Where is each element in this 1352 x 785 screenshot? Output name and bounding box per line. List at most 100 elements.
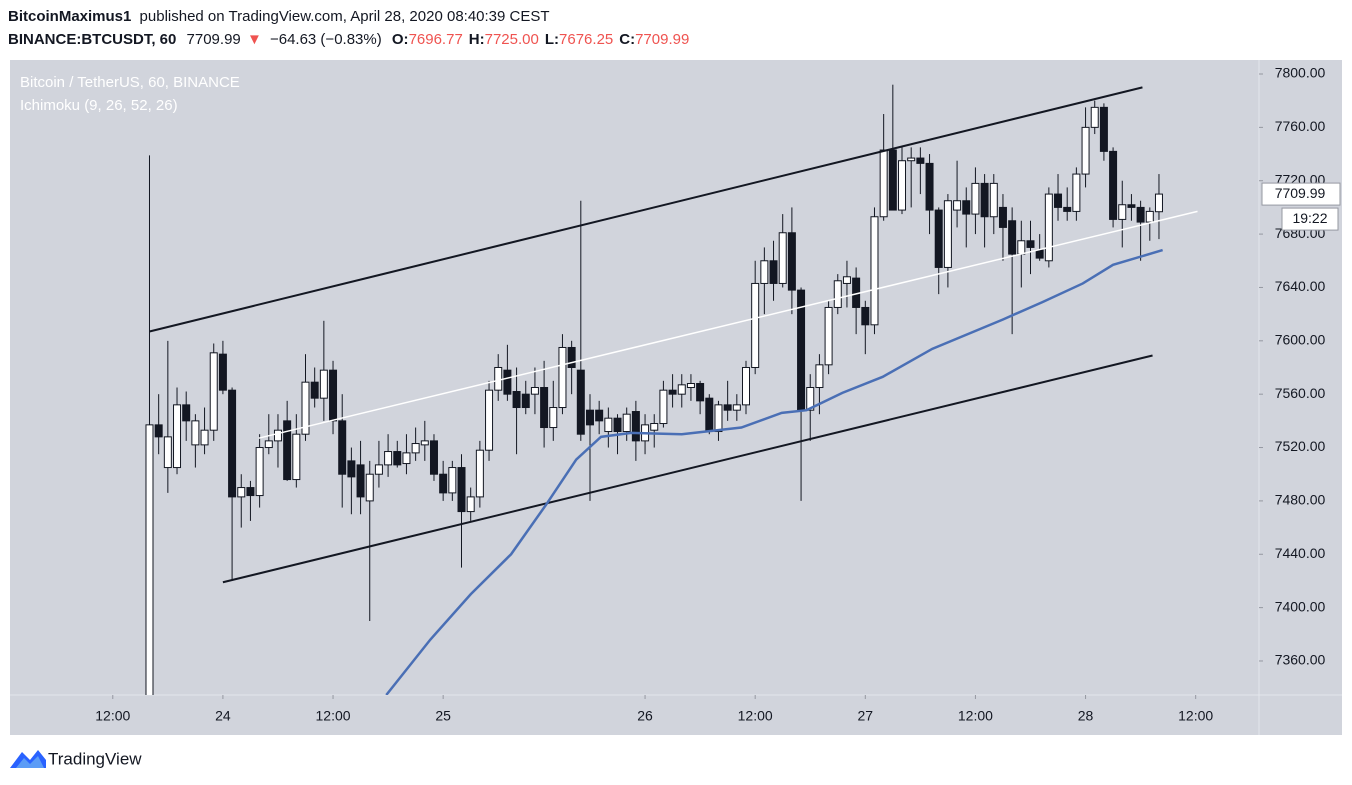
quote-line: BINANCE:BTCUSDT, 60 7709.99 ▼ −64.63 (−0… <box>8 31 689 48</box>
candle-body <box>485 389 494 451</box>
y-tick-label: 7480.00 <box>1275 492 1326 508</box>
candle-body <box>815 364 824 389</box>
candle-body <box>209 352 218 431</box>
candle-body <box>971 182 980 215</box>
candle-body <box>512 391 521 409</box>
candle-body <box>567 346 576 368</box>
candle-body <box>1072 173 1081 212</box>
candle-body <box>1109 150 1118 220</box>
x-tick-label: 12:00 <box>316 708 351 724</box>
candle-body <box>558 346 567 409</box>
candle-body <box>1035 249 1044 259</box>
candle-body <box>824 306 833 366</box>
candle-body <box>347 460 356 478</box>
candle-body <box>310 381 319 399</box>
published: published on TradingView.com, April 28, … <box>140 8 550 25</box>
candle-body <box>429 440 438 475</box>
candle-body <box>1090 106 1099 128</box>
x-tick-label: 28 <box>1078 708 1094 724</box>
x-tick-label: 24 <box>215 708 231 724</box>
candle-body <box>1127 204 1136 208</box>
candle-body <box>521 393 530 409</box>
candle-body <box>916 157 925 164</box>
candle-body <box>989 182 998 218</box>
candle-body <box>402 452 411 465</box>
candle-body <box>384 451 393 466</box>
candle-body <box>448 467 457 494</box>
candle-body <box>255 447 264 497</box>
candle-body <box>585 409 594 426</box>
candle-body <box>466 496 475 513</box>
candle-body <box>475 449 484 498</box>
candle-body <box>365 473 374 502</box>
candle-body <box>1017 240 1026 255</box>
candle-body <box>650 423 659 431</box>
candle-body <box>604 417 613 433</box>
candle-body <box>696 383 705 402</box>
candle-body <box>273 429 282 442</box>
candle-body <box>879 149 888 218</box>
y-tick-label: 7640.00 <box>1275 278 1326 294</box>
x-tick-label: 12:00 <box>1178 708 1213 724</box>
indicator-label: Ichimoku (9, 26, 52, 26) <box>20 97 178 114</box>
candle-body <box>898 160 907 211</box>
candle-body <box>925 162 934 211</box>
ohlc-value: 7676.25 <box>559 31 613 48</box>
trend-line <box>222 354 1153 584</box>
y-tick-label: 7560.00 <box>1275 385 1326 401</box>
candle-body <box>1044 193 1053 262</box>
ohlc-label: O: <box>392 31 409 48</box>
plot-area <box>145 84 1198 695</box>
y-tick-label: 7760.00 <box>1275 118 1326 134</box>
candle-body <box>769 260 778 284</box>
candle-body <box>329 369 338 422</box>
candle-body <box>503 369 512 395</box>
candle-body <box>1136 206 1145 223</box>
y-tick-label: 7360.00 <box>1275 652 1326 668</box>
candle-body <box>319 369 328 399</box>
x-tick-label: 25 <box>435 708 451 724</box>
candle-body <box>393 451 402 466</box>
y-tick-label: 7400.00 <box>1275 598 1326 614</box>
ohlc-value: 7709.99 <box>635 31 689 48</box>
candle-body <box>907 157 916 162</box>
candle-body <box>1081 126 1090 175</box>
candle-body <box>301 381 310 435</box>
x-tick-label: 27 <box>858 708 874 724</box>
y-tick-label: 7600.00 <box>1275 332 1326 348</box>
candle-body <box>420 440 429 446</box>
chart-title: Bitcoin / TetherUS, 60, BINANCE <box>20 74 240 91</box>
trend-line <box>258 210 1198 439</box>
candle-body <box>292 433 301 481</box>
candle-body <box>1118 204 1127 220</box>
countdown-box <box>1281 207 1339 231</box>
footer-logo <box>10 750 46 768</box>
candle-body <box>173 404 182 469</box>
candle-body <box>457 467 466 513</box>
candle-body <box>374 464 383 475</box>
candle-body <box>888 149 897 211</box>
price-label-box <box>1261 182 1341 206</box>
candle-body <box>613 417 622 433</box>
x-tick-label: 12:00 <box>738 708 773 724</box>
y-tick-label: 7520.00 <box>1275 438 1326 454</box>
candle-body <box>1099 106 1108 152</box>
candle-body <box>494 366 503 391</box>
candle-body <box>760 260 769 284</box>
candle-body <box>1154 193 1163 213</box>
candle-body <box>540 387 549 429</box>
candle-body <box>842 276 851 284</box>
candle-body <box>530 387 539 395</box>
candle-body <box>659 389 668 425</box>
candle-body <box>934 209 943 268</box>
candle-body <box>705 397 714 433</box>
countdown: 19:22 <box>1292 210 1327 226</box>
ohlc-label: C: <box>619 31 635 48</box>
candle-body <box>191 420 200 446</box>
price-label: 7709.99 <box>1275 185 1326 201</box>
candle-body <box>1145 210 1154 223</box>
candle-body <box>595 409 604 422</box>
trend-line <box>149 86 1143 333</box>
